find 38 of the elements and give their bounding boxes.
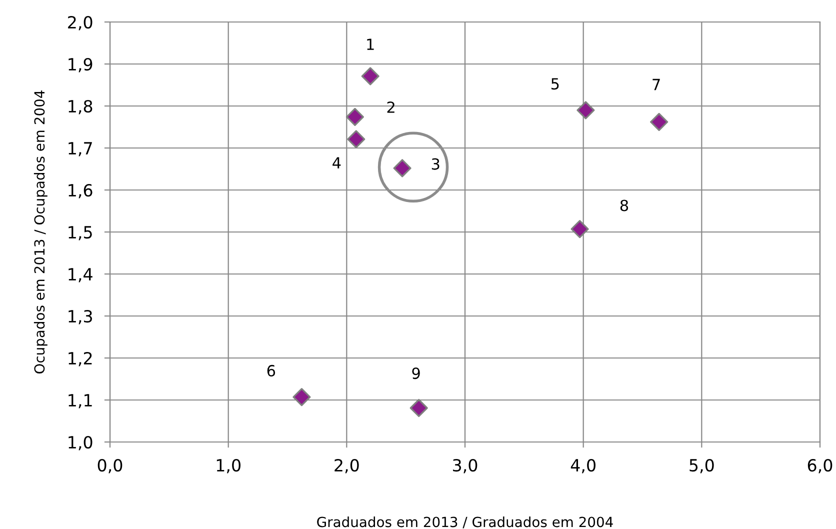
x-tick-label: 2,0 <box>334 458 359 474</box>
annotation: 4 <box>332 157 341 168</box>
point <box>570 220 589 238</box>
annotation: 2 <box>387 101 394 113</box>
x-axis-title: Graduados em 2013 / Graduados em 2004 <box>317 516 613 528</box>
y-tick-label: 1,4 <box>68 268 92 282</box>
annotation: 7 <box>652 78 660 90</box>
y-tick-label: 1,7 <box>68 142 92 156</box>
annotation: 1 <box>367 38 374 50</box>
y-axis-title: Ocupados em 2013 / Ocupados em 2004 <box>34 90 48 374</box>
y-tick-label: 1,8 <box>68 100 92 114</box>
x-tick-label: 3,0 <box>453 458 478 474</box>
y-tick-label: 1,1 <box>68 394 92 408</box>
annotation: 9 <box>412 368 420 380</box>
point <box>361 67 380 86</box>
annotation: 3 <box>432 158 440 170</box>
point <box>650 112 668 132</box>
point <box>292 388 311 406</box>
y-tick-label: 2,0 <box>68 16 92 30</box>
x-tick-label: 4,0 <box>570 458 596 474</box>
annotation: 6 <box>267 364 276 376</box>
annotation: 5 <box>551 78 559 90</box>
x-tick-label: 5,0 <box>690 458 714 474</box>
point <box>576 101 595 120</box>
y-tick-label: 1,0 <box>68 436 92 450</box>
y-tick-label: 1,5 <box>68 226 92 240</box>
x-tick-label: 6,0 <box>808 458 832 474</box>
annotation: 8 <box>620 200 628 212</box>
point <box>346 108 364 126</box>
x-tick-label: 0,0 <box>98 458 122 474</box>
point <box>393 159 412 178</box>
y-tick-label: 1,2 <box>68 352 92 366</box>
y-tick-label: 1,3 <box>68 310 92 324</box>
x-tick-label: 1,0 <box>216 458 240 474</box>
y-tick-label: 1,9 <box>68 58 92 72</box>
point <box>410 398 428 418</box>
y-tick-label: 1,6 <box>68 184 92 198</box>
point <box>347 130 366 148</box>
